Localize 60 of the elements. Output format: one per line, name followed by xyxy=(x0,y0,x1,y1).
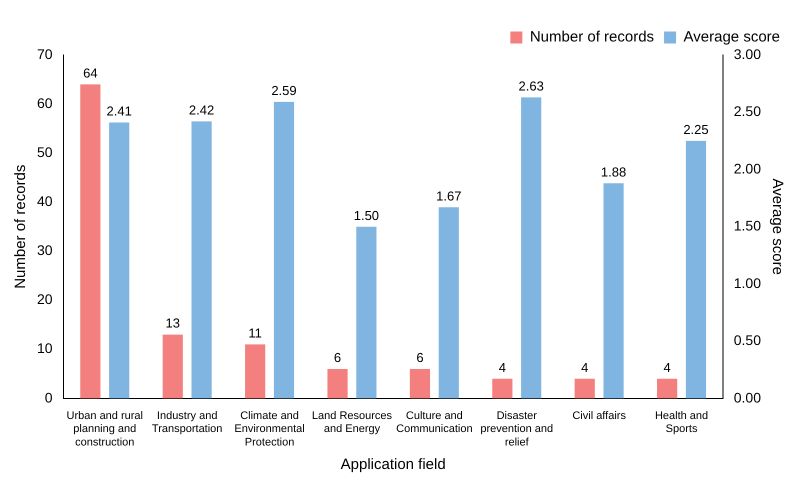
y2-tick-label: 1.50 xyxy=(734,218,762,234)
y2-tick-label: 0.50 xyxy=(734,332,762,348)
bar xyxy=(327,368,348,398)
y-tick-label: 10 xyxy=(36,340,53,356)
y-tick-label: 30 xyxy=(36,242,53,258)
bar xyxy=(80,84,100,398)
data-label: 11 xyxy=(248,326,262,341)
bar xyxy=(109,122,130,398)
data-label: 2.59 xyxy=(271,83,297,98)
y-tick-label: 50 xyxy=(36,144,53,160)
data-label: 4 xyxy=(664,360,671,375)
data-label: 2.25 xyxy=(683,122,709,137)
x-tick-label: Urban and rural planning and construction xyxy=(66,410,143,448)
bar xyxy=(274,102,294,398)
x-tick-label: Climate and Environmental Protection xyxy=(234,410,305,448)
data-label: 4 xyxy=(581,360,588,375)
data-label: 2.41 xyxy=(106,104,132,119)
bar xyxy=(574,378,595,398)
y-tick-label: 20 xyxy=(36,291,53,308)
bar xyxy=(492,378,512,398)
data-label: 1.50 xyxy=(354,208,380,223)
bar xyxy=(521,97,542,398)
x-tick-label: Civil affairs xyxy=(572,410,626,422)
x-tick-label: Industry and Transportation xyxy=(152,410,222,436)
x-tick-label: Culture and Communication xyxy=(396,410,473,436)
x-tick-label: Land Resources and Energy xyxy=(312,410,393,436)
data-label: 1.88 xyxy=(600,164,626,180)
bar xyxy=(438,207,459,398)
y-tick-label: 70 xyxy=(36,46,53,62)
bar xyxy=(657,378,678,398)
x-tick-label: Disaster prevention and relief xyxy=(480,410,554,448)
data-label: 2.63 xyxy=(518,78,544,94)
y2-tick-label: 2.50 xyxy=(734,103,762,120)
y-tick-label: 0 xyxy=(44,389,53,406)
data-label: 1.67 xyxy=(436,188,462,204)
x-axis-title: Application field xyxy=(340,456,446,474)
bar xyxy=(245,344,266,398)
bar xyxy=(356,226,376,398)
y2-axis-title: Average score xyxy=(768,178,786,275)
data-label: 6 xyxy=(334,350,342,366)
legend-label: Average score xyxy=(684,28,780,46)
y2-tick-label: 0.00 xyxy=(734,389,762,406)
y2-tick-label: 3.00 xyxy=(734,46,762,62)
bar xyxy=(603,183,624,398)
data-label: 4 xyxy=(498,360,506,375)
legend-label: Number of records xyxy=(530,28,654,46)
bar xyxy=(410,368,430,398)
data-label: 2.42 xyxy=(188,102,214,118)
y2-tick-label: 1.00 xyxy=(734,274,762,291)
y2-tick-label: 2.00 xyxy=(734,160,762,176)
y-tick-label: 40 xyxy=(36,193,53,210)
y-axis-title: Number of records xyxy=(12,164,30,289)
x-tick-label: Health and Sports xyxy=(654,410,708,436)
bar xyxy=(191,121,212,398)
data-label: 6 xyxy=(416,350,424,366)
bar xyxy=(686,140,706,398)
bar xyxy=(162,334,183,398)
data-label: 13 xyxy=(166,316,180,331)
data-label: 64 xyxy=(83,66,98,81)
y-tick-label: 60 xyxy=(36,94,53,111)
